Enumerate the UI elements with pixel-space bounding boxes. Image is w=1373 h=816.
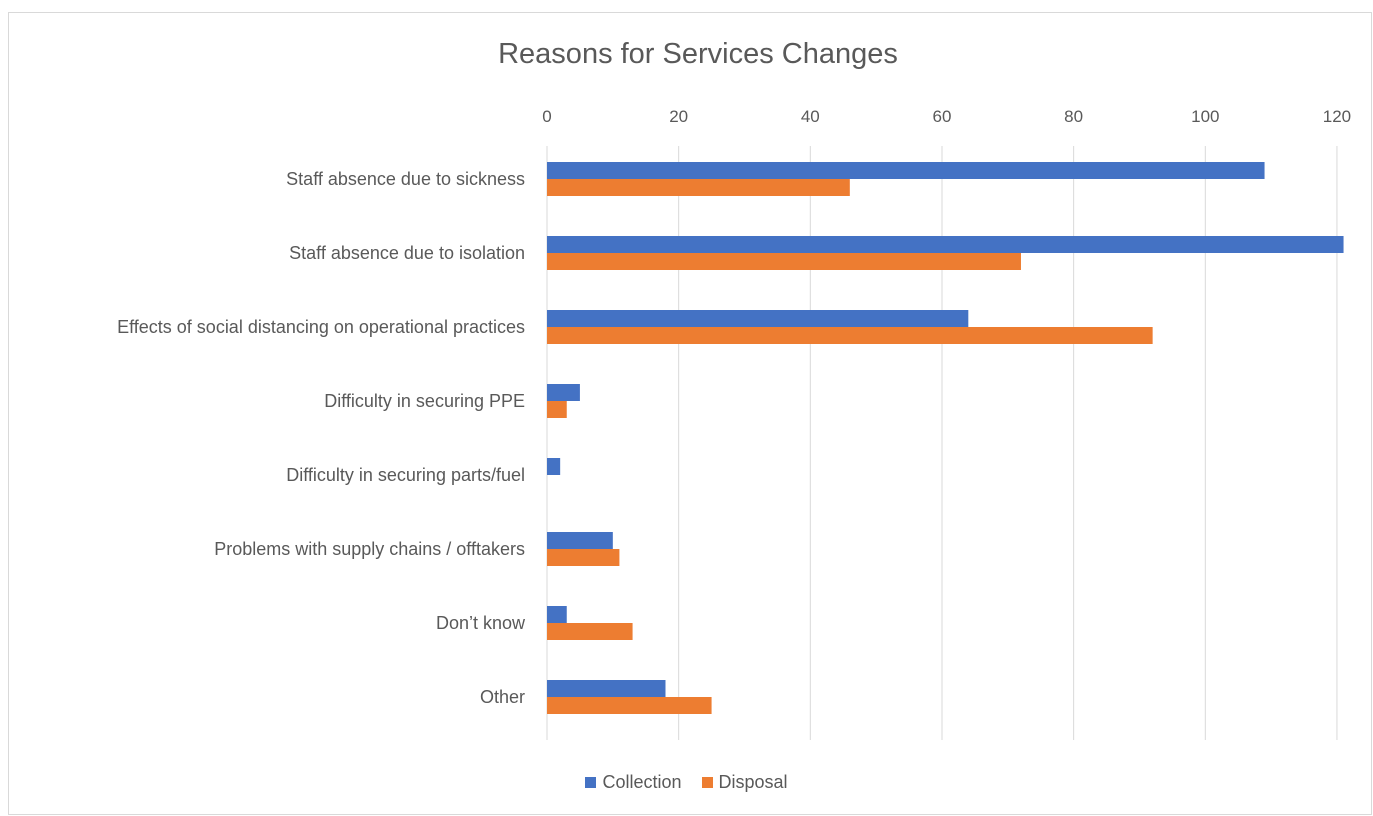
x-tick-label-0: 0 bbox=[542, 107, 551, 126]
bar-disposal-difficulty-in-securing-ppe bbox=[547, 401, 567, 418]
bar-collection-don-t-know bbox=[547, 606, 567, 623]
category-label-staff-absence-due-to-sickness: Staff absence due to sickness bbox=[286, 169, 525, 189]
x-tick-label-80: 80 bbox=[1064, 107, 1083, 126]
bar-disposal-staff-absence-due-to-isolation bbox=[547, 253, 1021, 270]
bar-collection-problems-with-supply-chains-offtakers bbox=[547, 532, 613, 549]
bar-disposal-don-t-know bbox=[547, 623, 633, 640]
x-tick-label-120: 120 bbox=[1323, 107, 1351, 126]
gridlines bbox=[546, 146, 1338, 740]
bar-collection-other bbox=[547, 680, 666, 697]
legend-swatch-disposal bbox=[701, 777, 713, 788]
category-label-difficulty-in-securing-parts-fuel: Difficulty in securing parts/fuel bbox=[286, 465, 525, 485]
bar-collection-staff-absence-due-to-sickness bbox=[547, 162, 1265, 179]
bars bbox=[547, 162, 1344, 714]
legend-swatch-collection bbox=[585, 777, 597, 788]
bar-collection-difficulty-in-securing-parts-fuel bbox=[547, 458, 561, 475]
bar-disposal-problems-with-supply-chains-offtakers bbox=[547, 549, 620, 566]
bar-collection-staff-absence-due-to-isolation bbox=[547, 236, 1344, 253]
x-tick-label-40: 40 bbox=[801, 107, 820, 126]
x-tick-label-20: 20 bbox=[669, 107, 688, 126]
legend-item-disposal: Disposal bbox=[701, 772, 788, 793]
chart-title: Reasons for Services Changes bbox=[498, 38, 898, 70]
legend: Collection Disposal bbox=[0, 772, 1373, 793]
category-label-effects-of-social-distancing-on-operational-practices: Effects of social distancing on operatio… bbox=[117, 317, 525, 337]
bar-disposal-effects-of-social-distancing-on-operational-practices bbox=[547, 327, 1153, 344]
x-tick-label-100: 100 bbox=[1191, 107, 1219, 126]
category-label-staff-absence-due-to-isolation: Staff absence due to isolation bbox=[289, 243, 525, 263]
category-label-other: Other bbox=[480, 687, 525, 707]
bar-disposal-staff-absence-due-to-sickness bbox=[547, 179, 850, 196]
bar-collection-difficulty-in-securing-ppe bbox=[547, 384, 580, 401]
legend-label-disposal: Disposal bbox=[718, 772, 788, 792]
bar-disposal-other bbox=[547, 697, 712, 714]
category-label-problems-with-supply-chains-offtakers: Problems with supply chains / offtakers bbox=[214, 539, 525, 559]
legend-item-collection: Collection bbox=[585, 772, 682, 793]
category-labels: Staff absence due to sickness Staff absen… bbox=[117, 169, 526, 707]
chart-frame bbox=[8, 12, 1372, 815]
bar-collection-effects-of-social-distancing-on-operational-practices bbox=[547, 310, 969, 327]
x-axis-tick-labels: 0 20 40 60 80 100 120 bbox=[542, 107, 1351, 126]
x-tick-label-60: 60 bbox=[933, 107, 952, 126]
category-label-difficulty-in-securing-ppe: Difficulty in securing PPE bbox=[324, 391, 525, 411]
legend-label-collection: Collection bbox=[602, 772, 682, 792]
category-label-don-t-know: Don’t know bbox=[436, 613, 526, 633]
